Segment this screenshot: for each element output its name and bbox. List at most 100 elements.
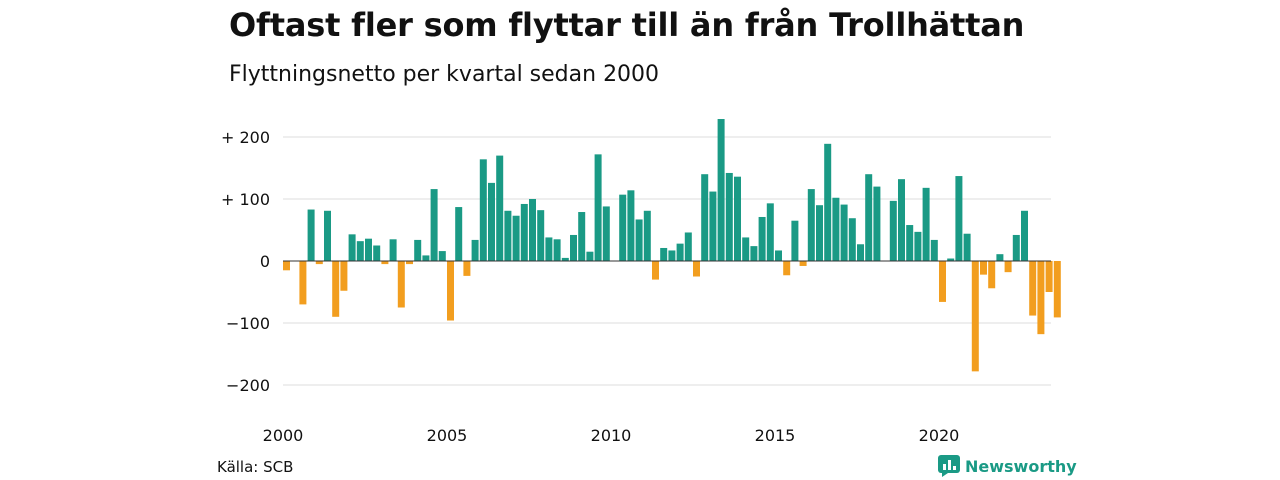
bar [324, 210, 331, 261]
bar [545, 237, 553, 261]
bar [1004, 261, 1012, 273]
bar [438, 251, 446, 261]
bar [971, 261, 979, 372]
bar [512, 215, 520, 261]
bar [356, 241, 364, 261]
bar [684, 232, 692, 261]
bar [701, 174, 709, 261]
bar [980, 261, 987, 275]
bar [807, 189, 815, 261]
bar [537, 210, 545, 261]
bar [930, 239, 938, 261]
y-tick-label: 0 [260, 252, 270, 271]
bar [963, 233, 971, 261]
bar [939, 261, 946, 302]
bar [1012, 234, 1020, 261]
bar [389, 239, 397, 261]
bar [1045, 261, 1053, 292]
bar [299, 261, 307, 305]
bar [1029, 261, 1037, 316]
bar [832, 197, 840, 261]
newsworthy-logo-icon [938, 455, 960, 477]
bar [479, 159, 487, 261]
brand-name: Newsworthy [965, 456, 1077, 476]
bar [709, 191, 717, 261]
bar [307, 209, 315, 261]
bar [857, 244, 864, 261]
bar [496, 155, 504, 261]
bar [865, 174, 873, 261]
bar [996, 254, 1004, 261]
bar [889, 200, 897, 261]
bar [660, 247, 668, 261]
bar [332, 261, 340, 317]
bar [635, 219, 643, 261]
bar [947, 258, 955, 261]
bar [381, 261, 389, 265]
bar [594, 154, 602, 261]
bar [873, 186, 881, 261]
bar [717, 119, 725, 262]
bar [725, 172, 733, 261]
bar [422, 255, 430, 261]
bar [561, 257, 569, 261]
bar [283, 261, 290, 271]
bar [504, 210, 512, 261]
bar [988, 261, 996, 289]
bar [570, 234, 577, 261]
bar [840, 204, 848, 261]
bar [520, 203, 528, 261]
bar [463, 261, 471, 276]
bar [373, 245, 381, 261]
bar [652, 261, 659, 280]
bar [734, 176, 741, 261]
brand-logo: Newsworthy [938, 455, 1077, 477]
chart-title: Oftast fler som flyttar till än från Tro… [229, 6, 1025, 44]
chart-subtitle: Flyttningsnetto per kvartal sedan 2000 [229, 62, 660, 87]
x-tick-label: 2000 [263, 426, 304, 445]
bar [816, 205, 823, 261]
y-tick-label: + 100 [221, 190, 270, 209]
x-tick-label: 2005 [427, 426, 468, 445]
bar [783, 261, 791, 276]
bar [766, 203, 774, 261]
bar [898, 179, 905, 261]
bar [1021, 210, 1028, 261]
bar [430, 189, 438, 261]
bar [586, 251, 594, 261]
bar [643, 210, 651, 261]
bar [914, 231, 922, 261]
bar [578, 212, 586, 261]
bar [922, 187, 930, 261]
bar [1053, 261, 1061, 318]
bar [602, 206, 610, 261]
bar [1037, 261, 1045, 335]
bar [791, 220, 799, 261]
bar [750, 246, 758, 261]
bar [315, 261, 323, 265]
bar [455, 207, 463, 261]
bar [668, 250, 676, 261]
source-label: Källa: SCB [217, 458, 294, 476]
bar [676, 243, 684, 261]
bar [619, 194, 627, 261]
bar [406, 261, 413, 265]
bar [758, 216, 766, 261]
bar [414, 239, 422, 261]
bar [742, 237, 750, 261]
bar [397, 261, 405, 308]
bar [553, 239, 561, 261]
bar [906, 225, 914, 261]
bar [824, 143, 832, 261]
bar [848, 218, 856, 261]
bar [365, 238, 372, 261]
y-tick-label: + 200 [221, 128, 270, 147]
bar [471, 239, 479, 261]
bar [447, 261, 454, 321]
bar [488, 182, 495, 261]
x-tick-label: 2010 [591, 426, 632, 445]
y-tick-label: −200 [226, 376, 270, 395]
bar [955, 176, 963, 261]
y-tick-label: −100 [226, 314, 270, 333]
